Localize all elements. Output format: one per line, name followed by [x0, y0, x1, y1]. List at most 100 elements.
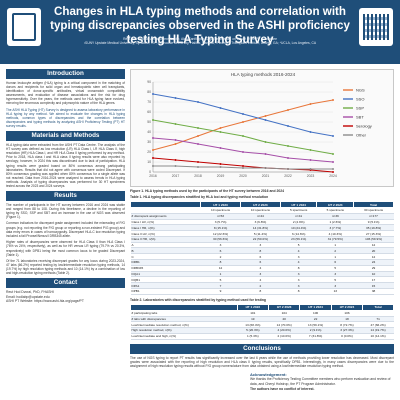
data-point-serology [174, 159, 177, 161]
table-1-cell: 12 (22.6%) [200, 230, 241, 237]
table-1-cell: 4 (10.3%) [316, 230, 354, 237]
table-1-cell: 3 [316, 271, 354, 278]
data-point-ssp [287, 145, 289, 147]
table-2-cell: 47 (66.2%) [362, 321, 394, 329]
introduction-heading: Introduction [6, 69, 125, 79]
x-tick-label: 2023 [307, 174, 315, 178]
table-1-cell: 8 [240, 288, 281, 295]
table-2-cell: High resolution method, n(%) [130, 327, 238, 334]
data-point-sso [174, 97, 177, 99]
table-1-cell: 2 [240, 282, 281, 289]
data-point-sso [264, 119, 267, 121]
x-tick-label: 2016 [149, 174, 157, 178]
table-2-cell: 19 [237, 316, 269, 323]
results-paragraph-4: Of the 71 laboratories receiving discrep… [6, 259, 125, 276]
data-point-sso [287, 125, 289, 127]
y-tick-label: 80 [147, 90, 151, 94]
table-1-cell: 6 [240, 259, 281, 266]
contact-email[interactable]: Email: hodlabp@upstate.edu [6, 294, 50, 299]
table-1-cell: 24 [353, 259, 394, 266]
table-1-row: C 2 6 3 1 12 [130, 253, 394, 261]
results-paragraph-2: Common indicators for discrepant grade a… [6, 221, 125, 238]
table-1-cell: 8 (15.1%) [200, 224, 241, 232]
table-1-cell: 5 [316, 265, 354, 272]
table-1-cell: 1 [316, 242, 354, 249]
contact-heading: Contact [6, 278, 125, 289]
table-2-cell: 10 (14.1%) [362, 333, 394, 340]
data-point-ngs [152, 149, 154, 151]
data-point-ssp [264, 141, 267, 143]
table-1-cell: 3 [280, 282, 317, 289]
data-point-ssp [242, 135, 244, 137]
table-1-cell: 12 [353, 242, 394, 249]
x-tick-label: 2018 [194, 174, 202, 178]
y-tick-label: 0 [149, 170, 151, 174]
legend-label: Other [356, 132, 367, 137]
data-point-sbt [219, 147, 222, 149]
data-point-sbt [332, 161, 334, 163]
table-2-row: Low/intermediate resolution method, n(%)… [130, 321, 394, 329]
y-tick-label: 60 [147, 110, 151, 114]
table-1-cell: 3 (6.8%) [240, 219, 281, 226]
table-2-cell: 71 [362, 316, 394, 323]
table-2-cell: 2 (10.0%) [268, 333, 300, 340]
data-point-other [197, 166, 199, 168]
contact-website[interactable]: ASHI PT Website: https://www.ashi-hla.or… [6, 299, 84, 304]
table-1-row: Class I LR, n(%) 3 (5.7%) 3 (6.8%) 2 (4.9%)… [130, 219, 394, 226]
table-2-cell: 14 (19.7%) [362, 327, 394, 334]
table-1-caption: Table 1. HLA typing discrepancies strati… [130, 195, 269, 199]
table-2-cell: 106 [299, 310, 332, 317]
table-1-cell: 6 [240, 253, 281, 261]
table-1-cell: 12 [353, 253, 394, 261]
results-heading: Results [6, 190, 125, 201]
left-column: Introduction Human leukocyte antigen (HL… [6, 69, 125, 304]
table-1-cell: 3 [240, 242, 281, 249]
series-line-sbt [152, 137, 334, 163]
table-1-cell: 5 [280, 242, 317, 249]
table-1-cell: 23 (56.1%) [280, 236, 317, 243]
materials-heading: Materials and Methods [6, 131, 125, 142]
table-1-cell: 3 [280, 253, 317, 261]
data-point-ngs [332, 99, 334, 101]
table-1-row: DQA1 1 3 3 3 10 [130, 271, 394, 278]
table-2-cell [362, 310, 394, 317]
table-2-cell: 1 (5.3%) [237, 333, 269, 340]
table-1-cell: 3 (5.7%) [200, 219, 241, 226]
table-1-cell: C [130, 253, 201, 261]
data-point-ngs [219, 127, 222, 129]
table-1-cell: 4 [280, 259, 317, 266]
table-1-cell: n=44 [240, 213, 281, 220]
table-1-cell: 4 [240, 265, 281, 272]
data-point-ngs [174, 143, 177, 145]
data-point-sbt [309, 159, 312, 161]
results-paragraph-3: Higher rates of discrepancies were obser… [6, 240, 125, 257]
table-2-row: # participating labs 101 104 106 106 [130, 310, 394, 317]
table-1-cell: 5 specimens [280, 207, 317, 214]
table-1-cell: 13 [316, 288, 354, 295]
line-chart-svg: 0 10 20 30 40 50 60 70 80 90 2016 2017 2018 2019 2020 2… [147, 80, 372, 178]
table-2-discrepancies-by-method: HT 1 2023 HT 2 2023 HT 1 2024 HT 2 2024 Tota… [130, 303, 394, 340]
table-2-cell: 18 [331, 316, 363, 323]
table-1-cell: 3 [240, 271, 281, 278]
y-tick-label: 20 [147, 150, 151, 154]
table-2-row: Low/intermediate and high, n(%) 1 (5.3%) 2… [130, 333, 394, 340]
table-1-cell: 6 [200, 247, 241, 255]
table-1-cell: 10 specimens [200, 207, 241, 214]
table-1-cell: 6 (14.6%) [280, 230, 317, 237]
table-1-cell: DPA1 [130, 282, 201, 289]
data-point-serology [197, 161, 199, 163]
table-1-row: Class I HR, n(%) 8 (15.1%) 14 (31.8%) 10 (2… [130, 224, 394, 232]
table-2-cell: 106 [331, 310, 363, 317]
data-point-ngs [264, 115, 267, 117]
institution-logo-left [7, 8, 41, 46]
qr-code[interactable] [359, 8, 393, 46]
legend-label: SSO [356, 96, 364, 101]
acknowledgement-block: Acknowledgement: We thanks the Proficien… [250, 372, 394, 391]
table-1-cell: 5 [200, 276, 241, 284]
table-1-cell: 5 [316, 276, 354, 284]
data-point-other [309, 168, 312, 170]
table-1-cell: 20 [353, 247, 394, 255]
table-1-cell: DQA1 [130, 271, 201, 278]
table-2-cell: Low/intermediate and high, n(%) [130, 333, 238, 340]
conflict-disclosure: The authors have no conflict of interest… [250, 387, 315, 392]
